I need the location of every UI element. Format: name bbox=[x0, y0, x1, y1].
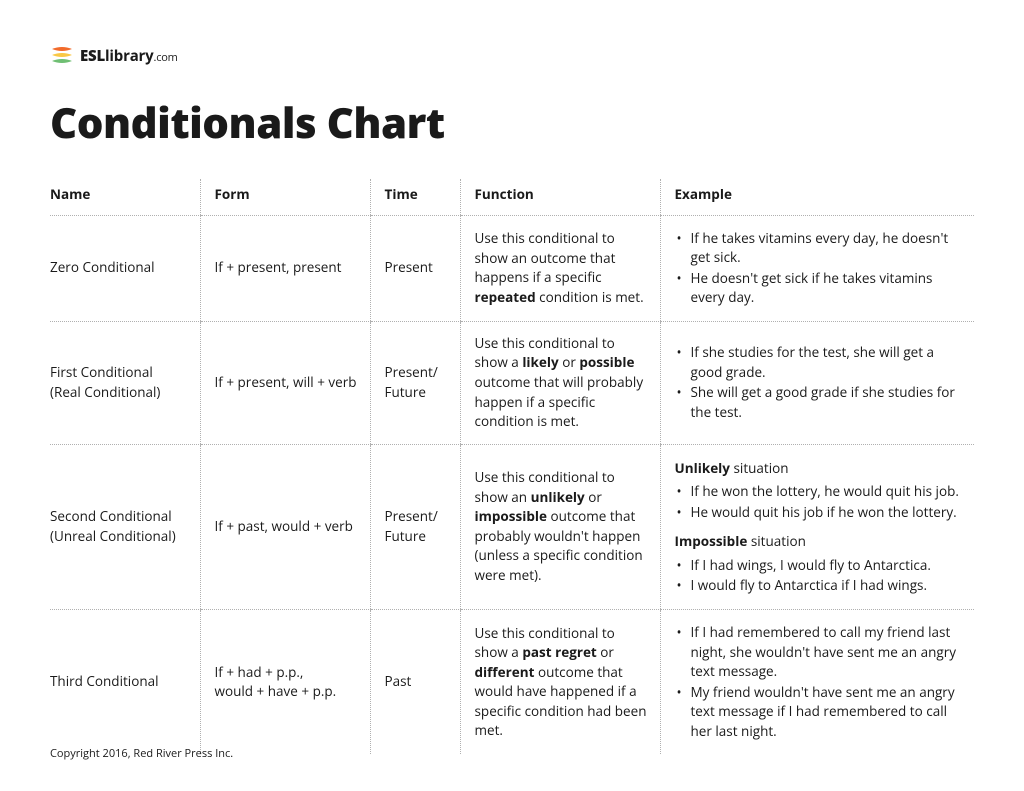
col-header-name: Name bbox=[50, 179, 200, 215]
example-group-label: Impossible situation bbox=[675, 532, 963, 552]
example-item: He would quit his job if he won the lott… bbox=[675, 503, 963, 523]
cell-function: Use this conditional to show an unlikely… bbox=[460, 444, 660, 609]
cell-name: Third Conditional bbox=[50, 610, 200, 755]
cell-function: Use this conditional to show a likely or… bbox=[460, 321, 660, 444]
conditional-name-sub: (Real Conditional) bbox=[50, 383, 188, 403]
cell-form: If + past, would + verb bbox=[200, 444, 370, 609]
brand-logo-text: ESLlibrary.com bbox=[80, 46, 178, 66]
example-list: If he won the lottery, he would quit his… bbox=[675, 482, 963, 522]
example-group-label: Unlikely situation bbox=[675, 459, 963, 479]
example-item: If he takes vitamins every day, he doesn… bbox=[675, 229, 963, 268]
col-header-function: Function bbox=[460, 179, 660, 215]
cell-example: Unlikely situation If he won the lottery,… bbox=[660, 444, 974, 609]
cell-function: Use this conditional to show an outcome … bbox=[460, 215, 660, 321]
col-header-form: Form bbox=[200, 179, 370, 215]
brand-name-bold: ESL bbox=[80, 46, 105, 66]
table-row: Third Conditional If + had + p.p.,would +… bbox=[50, 610, 974, 755]
table-row: Second Conditional (Unreal Conditional) If… bbox=[50, 444, 974, 609]
cell-time: Past bbox=[370, 610, 460, 755]
conditional-name: Second Conditional bbox=[50, 507, 172, 525]
table-row: Zero Conditional If + present, presentPre… bbox=[50, 215, 974, 321]
example-item: He doesn't get sick if he takes vitamins… bbox=[675, 269, 963, 308]
logo-stripe-top bbox=[52, 47, 72, 51]
cell-example: If he takes vitamins every day, he doesn… bbox=[660, 215, 974, 321]
cell-name: First Conditional (Real Conditional) bbox=[50, 321, 200, 444]
example-item: I would fly to Antarctica if I had wings… bbox=[675, 576, 963, 596]
cell-name: Zero Conditional bbox=[50, 215, 200, 321]
brand-name-rest: library bbox=[105, 46, 153, 66]
cell-form: If + had + p.p.,would + have + p.p. bbox=[200, 610, 370, 755]
brand-logo: ESLlibrary.com bbox=[50, 46, 974, 66]
cell-form: If + present, will + verb bbox=[200, 321, 370, 444]
cell-name: Second Conditional (Unreal Conditional) bbox=[50, 444, 200, 609]
conditional-name: First Conditional bbox=[50, 363, 153, 381]
example-list: If I had remembered to call my friend la… bbox=[675, 623, 963, 741]
col-header-time: Time bbox=[370, 179, 460, 215]
example-list: If I had wings, I would fly to Antarctic… bbox=[675, 556, 963, 596]
conditionals-table: Name Form Time Function Example Zero Con… bbox=[50, 179, 974, 754]
cell-function: Use this conditional to show a past regr… bbox=[460, 610, 660, 755]
example-item: If I had wings, I would fly to Antarctic… bbox=[675, 556, 963, 576]
cell-example: If she studies for the test, she will ge… bbox=[660, 321, 974, 444]
conditional-name: Third Conditional bbox=[50, 672, 159, 690]
conditional-name-sub: (Unreal Conditional) bbox=[50, 527, 188, 547]
logo-stripe-mid bbox=[52, 53, 72, 57]
col-header-example: Example bbox=[660, 179, 974, 215]
table-header-row: Name Form Time Function Example bbox=[50, 179, 974, 215]
cell-time: Present bbox=[370, 215, 460, 321]
cell-time: Present/Future bbox=[370, 321, 460, 444]
copyright-notice: Copyright 2016, Red River Press Inc. bbox=[50, 746, 233, 761]
example-list: If he takes vitamins every day, he doesn… bbox=[675, 229, 963, 308]
example-list: If she studies for the test, she will ge… bbox=[675, 343, 963, 422]
brand-logo-mark bbox=[50, 46, 74, 66]
table-row: First Conditional (Real Conditional) If + … bbox=[50, 321, 974, 444]
example-item: She will get a good grade if she studies… bbox=[675, 383, 963, 422]
example-item: If I had remembered to call my friend la… bbox=[675, 623, 963, 682]
example-item: My friend wouldn't have sent me an angry… bbox=[675, 683, 963, 742]
conditional-name: Zero Conditional bbox=[50, 258, 155, 276]
cell-form: If + present, present bbox=[200, 215, 370, 321]
logo-stripe-bot bbox=[52, 59, 72, 63]
brand-domain-suffix: .com bbox=[154, 50, 178, 65]
cell-example: If I had remembered to call my friend la… bbox=[660, 610, 974, 755]
cell-time: Present/Future bbox=[370, 444, 460, 609]
example-item: If she studies for the test, she will ge… bbox=[675, 343, 963, 382]
page-title: Conditionals Chart bbox=[50, 94, 974, 151]
table-body: Zero ConditionalIf + present, presentPre… bbox=[50, 215, 974, 754]
example-item: If he won the lottery, he would quit his… bbox=[675, 482, 963, 502]
